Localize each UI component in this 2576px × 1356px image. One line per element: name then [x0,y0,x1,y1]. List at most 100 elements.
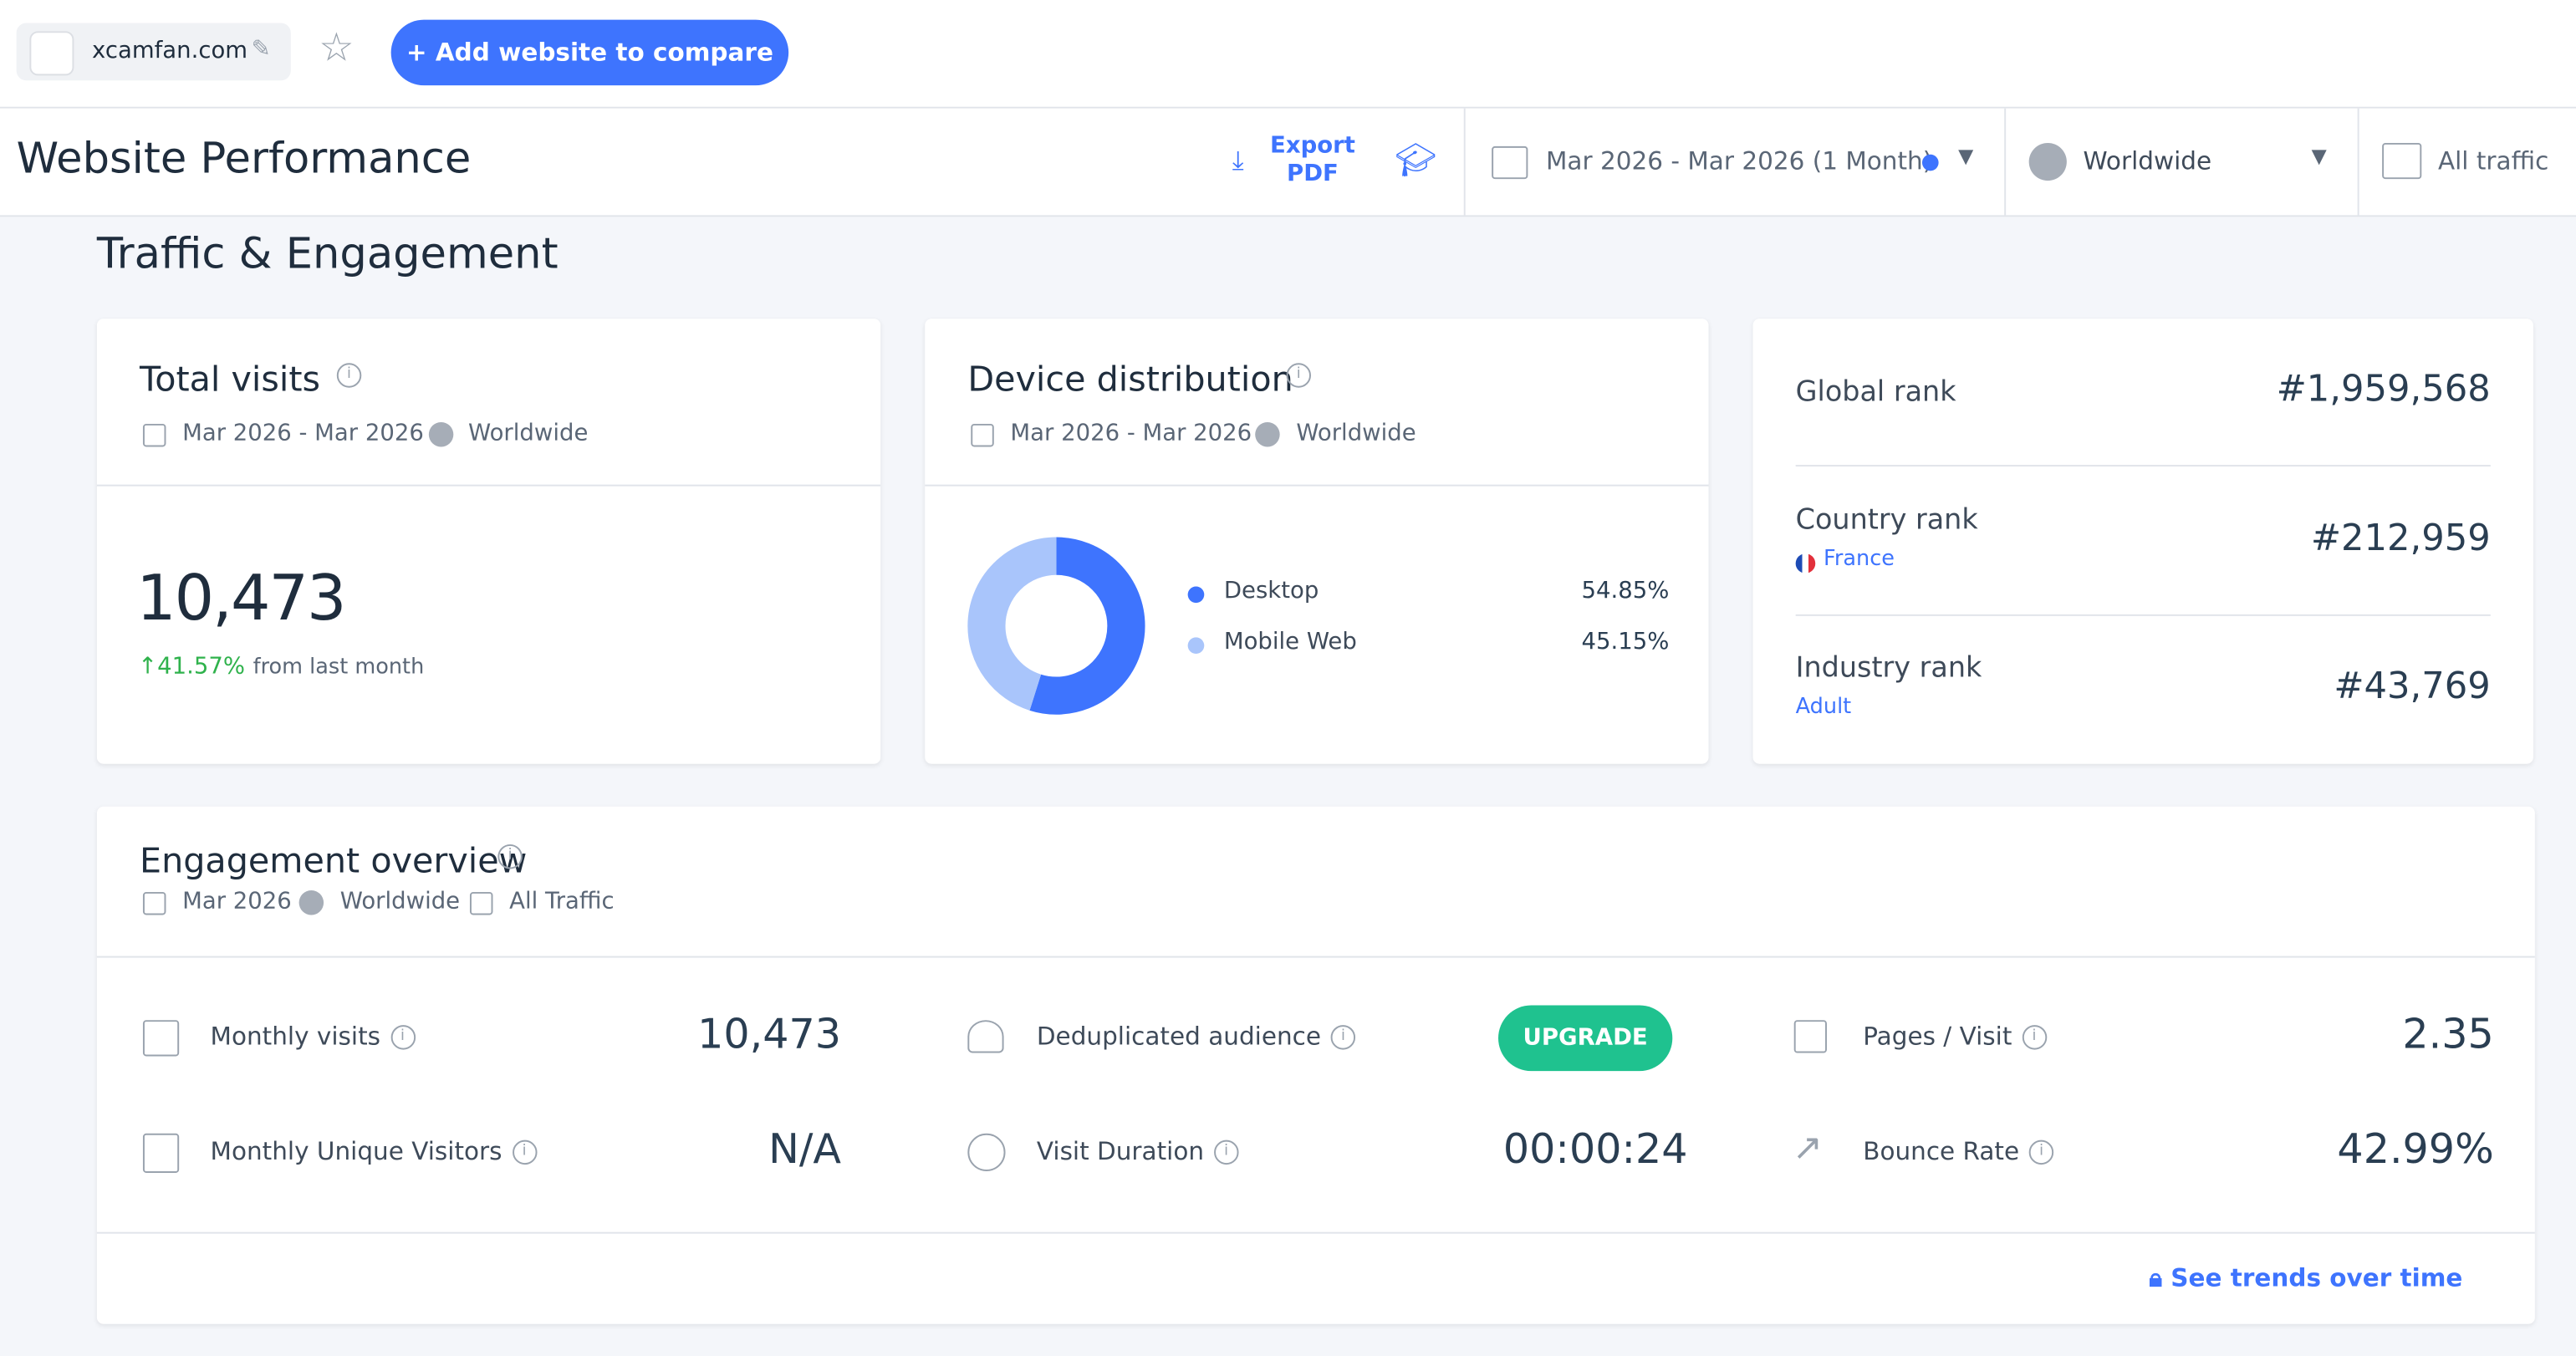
metric-label-text: Monthly Unique Visitors [210,1136,502,1167]
divider [925,484,1709,487]
calendar-icon [142,891,166,915]
header: Website Performance ⤓ Export PDF 🎓︎ Mar … [0,108,2576,217]
metric-label: Monthly Unique Visitors i [211,1137,537,1166]
info-icon[interactable]: i [336,363,362,388]
card-title: Engagement overview [140,841,528,881]
export-pdf[interactable]: Export PDF [1270,133,1355,188]
favorite-star[interactable]: ☆ [319,24,355,71]
rank-value: #43,769 [2334,666,2491,708]
device-card: Device distribution i Mar 2026 - Mar 202… [925,319,1709,764]
rank-label: Industry rank [1795,652,1982,686]
site-favicon [29,31,74,76]
rank-sub[interactable]: Adult [1795,695,1852,720]
metric-icon [142,1133,180,1173]
legend-label: Desktop [1223,578,1319,605]
info-icon[interactable]: i [2028,1139,2054,1165]
engagement-card: Engagement overview i Mar 2026 Worldwide… [96,806,2535,1324]
legend-dot [1187,637,1205,655]
info-icon[interactable]: i [390,1025,416,1050]
metric-label-text: Visit Duration [1036,1136,1205,1167]
status-dot [1921,154,1939,171]
card-title: Total visits [140,359,321,400]
legend-item: Mobile Web 45.15% [1185,629,1670,662]
donut-chart [967,537,1145,715]
traffic-select[interactable]: All traffic [2437,145,2549,176]
date: Mar 2026 - Mar 2026 [1010,421,1252,447]
divider [96,484,881,487]
region: Worldwide [1296,421,1416,447]
rank-label: Country rank [1795,504,1978,538]
toolbar: xcamfan.com ✎ ☆ + Add website to compare [0,0,2576,109]
divider [96,956,2535,958]
metric-label: Deduplicated audience i [1036,1022,1356,1052]
dropdown-caret[interactable]: ▼ [1958,144,1974,168]
rank-value: #212,959 [2310,518,2491,561]
info-icon[interactable]: i [1286,363,1312,388]
flag-icon [1795,553,1816,573]
trends-link[interactable]: 🔒︎ See trends over time [2149,1263,2463,1293]
globe-icon [298,890,324,915]
academy-icon[interactable]: 🎓︎ [1395,140,1437,180]
calendar-icon [142,423,166,447]
legend-value: 54.85% [1581,578,1670,605]
globe-icon [1255,421,1280,447]
metric-label: Monthly visits i [210,1022,416,1052]
trends-link-text: See trends over time [2170,1263,2463,1293]
info-icon[interactable]: i [497,844,523,869]
site-chip[interactable]: xcamfan.com ✎ [16,23,291,81]
calendar-icon [1492,145,1528,180]
date: Mar 2026 [182,889,292,915]
metric-label-text: Monthly visits [210,1022,381,1052]
info-icon[interactable]: i [512,1139,537,1165]
divider [1795,614,2491,616]
divider [2004,108,2007,216]
metric-label: Pages / Visit i [1863,1022,2047,1052]
section-title: Traffic & Engagement [96,230,559,280]
page-title: Website Performance [16,135,472,185]
metric-icon [142,1020,180,1057]
total-visits-card: Total visits i Mar 2026 - Mar 2026 World… [96,319,881,764]
rank-sub[interactable]: France [1824,547,1895,572]
edit-icon[interactable]: ✎ [251,36,271,63]
globe-icon [2028,142,2067,181]
change-note: from last month [252,655,425,681]
upgrade-button[interactable]: UPGRADE [1498,1005,1673,1072]
plus-icon: + [406,38,436,68]
region: Worldwide [468,421,589,447]
legend-label: Mobile Web [1223,629,1357,656]
metric-value: N/A [768,1124,842,1173]
info-icon[interactable]: i [2022,1025,2047,1050]
devices-icon [469,891,493,915]
metric-label: Visit Duration i [1036,1136,1239,1167]
legend-dot [1187,586,1205,604]
region: Worldwide [339,889,461,915]
change-value: 41.57% [157,654,246,681]
card-title: Device distribution [967,359,1293,400]
site-name: xcamfan.com [92,38,248,64]
metric-icon: ↗ [1792,1128,1823,1170]
date-range[interactable]: Mar 2026 - Mar 2026 (1 Month) [1545,145,1933,176]
metric-value: 2.35 [2402,1010,2494,1058]
region-select[interactable]: Worldwide [2083,145,2212,176]
metric-icon [967,1133,1006,1171]
devices-icon [2382,142,2422,180]
metric-label-text: Deduplicated audience [1036,1022,1322,1052]
calendar-icon [971,423,994,447]
metric-value: 42.99% [2337,1124,2494,1173]
info-icon[interactable]: i [1213,1139,1239,1165]
donut-segment [967,537,1145,715]
traffic: All Traffic [509,889,615,915]
divider [2357,108,2359,216]
legend-value: 45.15% [1581,629,1670,656]
rank-label: Global rank [1795,375,1956,410]
ranks-card: Global rank #1,959,568 Country rank Fran… [1752,319,2533,764]
add-compare-label: Add website to compare [435,38,773,68]
info-icon[interactable]: i [1330,1025,1356,1050]
add-compare-button[interactable]: + Add website to compare [390,19,789,86]
dropdown-caret[interactable]: ▼ [2311,144,2327,168]
divider [1463,108,1466,216]
metric-icon [967,1020,1004,1053]
